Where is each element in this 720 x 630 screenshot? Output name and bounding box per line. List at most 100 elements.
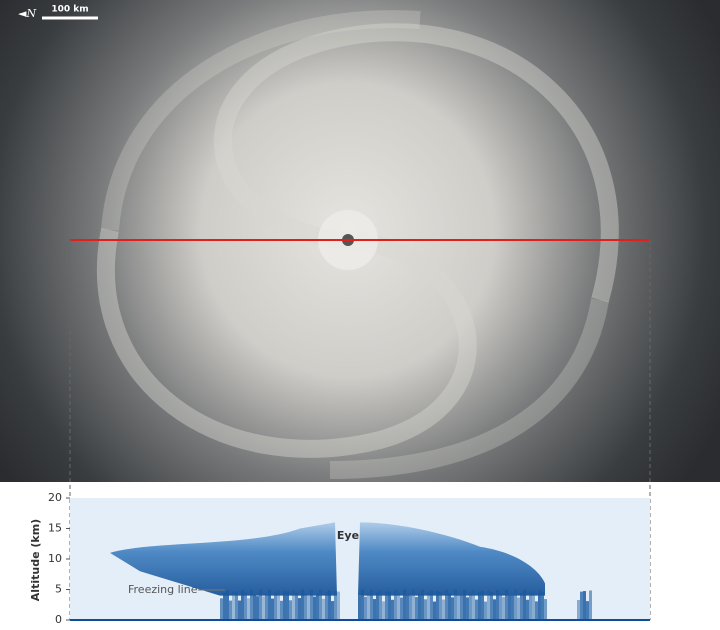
rain-streak [589,590,592,620]
rain-streak [313,596,316,620]
rain-streak [241,590,244,620]
rain-streak [394,590,397,620]
rain-streak [238,600,241,620]
rain-streak [382,601,385,620]
rain-streak [319,589,322,620]
rain-streak [253,594,256,620]
rain-streak [520,593,523,620]
rain-streak [463,589,466,620]
north-arrow: ◄N [18,7,36,20]
rain-streak [499,593,502,620]
rain-streak [304,594,307,620]
rain-streak [481,590,484,620]
rain-streak [316,594,319,620]
rain-streak [469,593,472,620]
rain-streak [523,590,526,620]
rain-streak [409,595,412,620]
rain-streak [322,598,325,620]
rain-streak [262,596,265,620]
rain-streak [541,592,544,620]
rain-streak [358,595,361,620]
rain-streak [580,591,583,620]
rain-streak [226,590,229,620]
rain-streak [439,591,442,620]
band [96,228,477,458]
rain-streak [475,599,478,620]
rain-streak [583,591,586,620]
rain-streak [274,592,277,620]
rain-streak [295,592,298,620]
scale-label: 100 km [51,5,88,15]
rain-streak [502,597,505,620]
rain-streak [364,596,367,620]
rain-streak [406,595,409,620]
rain-streak [484,601,487,620]
rain-streak [232,591,235,620]
rain-streak [277,590,280,620]
rain-streak [586,601,589,620]
y-tick-label: 10 [48,552,62,565]
rain-streak [460,595,463,620]
cloud-body [110,522,337,596]
rain-streak [532,590,535,620]
rain-streak [301,589,304,620]
band [213,23,619,303]
north-label: N [25,7,36,20]
rain-streak [220,598,223,620]
rain-streak [235,591,238,620]
rain-streak [472,589,475,620]
rain-streak [403,589,406,620]
radar-curtain [110,522,592,620]
rain-streak [385,590,388,620]
rain-streak [268,589,271,620]
rain-streak [400,597,403,620]
rain-streak [328,590,331,620]
rain-streak [514,589,517,620]
rain-streak [448,593,451,620]
rain-streak [433,601,436,620]
rain-streak [337,591,340,620]
rain-streak [508,595,511,620]
rain-streak [466,597,469,620]
rain-streak [478,591,481,620]
rain-streak [298,598,301,620]
rain-streak [526,599,529,620]
rain-streak [250,589,253,620]
rain-streak [418,593,421,620]
rain-streak [370,589,373,620]
rain-streak [487,590,490,620]
rain-streak [334,591,337,620]
rain-streak [367,593,370,620]
rain-streak [310,589,313,620]
rain-streak [415,597,418,620]
rain-streak [517,597,520,620]
rain-streak [325,592,328,620]
y-axis-label: Altitude (km) [29,519,42,601]
satellite-image: ◄N 100 km [0,0,720,482]
rain-streak [244,592,247,620]
y-tick-label: 15 [48,522,62,535]
rain-streak [424,599,427,620]
rain-streak [361,589,364,620]
rain-streak [430,590,433,620]
rain-streak [289,600,292,620]
freezing-line-label: Freezing line [128,583,198,596]
rain-streak [412,589,415,620]
rain-streak [544,599,547,620]
rain-streak [397,593,400,620]
rain-streak [256,596,259,620]
rain-streak [280,600,283,620]
rain-streak [535,601,538,620]
rain-streak [442,599,445,620]
rain-streak [286,591,289,620]
rain-streak [223,592,226,620]
rain-streak [427,592,430,620]
rain-streak [454,589,457,620]
rain-streak [493,599,496,620]
rain-streak [496,589,499,620]
y-tick-label: 5 [55,583,62,596]
rain-streak [265,594,268,620]
rain-streak [271,598,274,620]
rain-streak [421,589,424,620]
rain-streak [457,595,460,620]
